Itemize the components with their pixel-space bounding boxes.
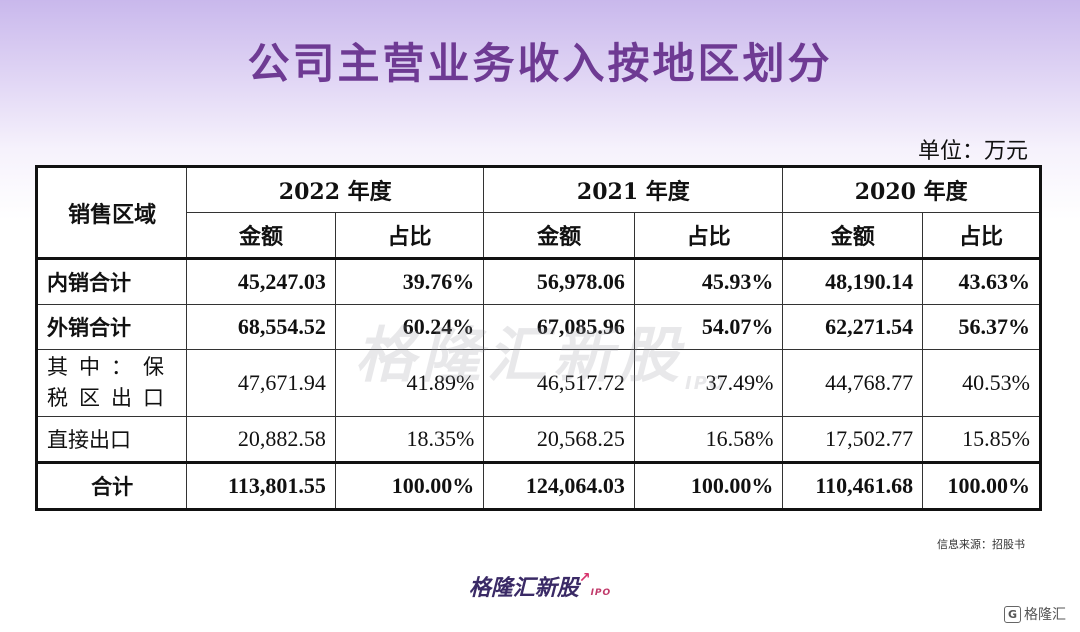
cell-amount-2020: 62,271.54 — [782, 304, 924, 350]
year-header-2021: 2021 年度 — [483, 166, 784, 213]
cell-amount-2021: 20,568.25 — [483, 416, 635, 463]
cell-amount-2022: 20,882.58 — [186, 416, 336, 463]
cell-amount-2022: 113,801.55 — [186, 461, 336, 510]
cell-ratio-2022: 60.24% — [334, 304, 485, 350]
corner-brand: G 格隆汇 — [1004, 604, 1066, 624]
cell-ratio-2021: 100.00% — [633, 461, 784, 510]
cell-amount-2022: 45,247.03 — [186, 257, 336, 305]
ratio-header: 占比 — [922, 212, 1041, 259]
cell-amount-2021: 67,085.96 — [483, 304, 635, 350]
source-note: 信息来源：招股书 — [937, 538, 1025, 551]
table-row-domestic: 内销合计 45,247.03 39.76% 56,978.06 45.93% 4… — [35, 257, 1041, 305]
logo-text: 格隆汇新股 — [468, 576, 579, 601]
cell-amount-2022: 68,554.52 — [186, 304, 336, 350]
page-title: 公司主营业务收入按地区划分 — [247, 39, 833, 88]
row-label: 内销合计 — [35, 257, 188, 305]
regional-revenue-table: 销售区域 2022 年度 2021 年度 2020 年度 金额 占比 金额 占比… — [35, 165, 1042, 511]
cell-ratio-2020: 56.37% — [922, 304, 1041, 350]
table-row-bonded-export: 其中：保税区出口 47,671.94 41.89% 46,517.72 37.4… — [35, 349, 1041, 417]
cell-ratio-2020: 40.53% — [922, 349, 1041, 417]
amount-header: 金额 — [782, 212, 924, 259]
brand-logo: 格隆汇新股↗ IPO — [0, 570, 1080, 602]
spark-icon: ↗ — [578, 570, 591, 586]
corner-brand-name: 格隆汇 — [1024, 607, 1066, 623]
ratio-header: 占比 — [334, 212, 485, 259]
cell-amount-2020: 17,502.77 — [782, 416, 924, 463]
cell-amount-2020: 110,461.68 — [782, 461, 924, 510]
cell-ratio-2021: 45.93% — [633, 257, 784, 305]
brand-g-icon: G — [1004, 605, 1021, 623]
cell-amount-2022: 47,671.94 — [186, 349, 336, 417]
cell-amount-2020: 44,768.77 — [782, 349, 924, 417]
cell-ratio-2021: 16.58% — [633, 416, 784, 463]
cell-ratio-2021: 54.07% — [633, 304, 784, 350]
row-label: 其中：保税区出口 — [35, 349, 188, 417]
header-row-metrics: 金额 占比 金额 占比 金额 占比 — [37, 212, 1041, 259]
table-row-direct-export: 直接出口 20,882.58 18.35% 20,568.25 16.58% 1… — [35, 416, 1041, 463]
table-row-export: 外销合计 68,554.52 60.24% 67,085.96 54.07% 6… — [35, 304, 1041, 350]
amount-header: 金额 — [483, 212, 635, 259]
table-row-total: 合计 113,801.55 100.00% 124,064.03 100.00%… — [35, 461, 1041, 510]
row-label: 合计 — [35, 461, 188, 510]
unit-label: 单位：万元 — [917, 139, 1028, 164]
ratio-header: 占比 — [633, 212, 784, 259]
cell-ratio-2022: 18.35% — [334, 416, 485, 463]
region-header: 销售区域 — [35, 166, 188, 259]
amount-header: 金额 — [186, 212, 336, 259]
cell-amount-2021: 56,978.06 — [483, 257, 635, 305]
header-row-years: 销售区域 2022 年度 2021 年度 2020 年度 — [35, 166, 1041, 259]
cell-ratio-2020: 100.00% — [922, 461, 1041, 510]
cell-ratio-2022: 100.00% — [334, 461, 485, 510]
year-header-2022: 2022 年度 — [186, 166, 485, 213]
cell-ratio-2022: 41.89% — [334, 349, 485, 417]
cell-ratio-2020: 15.85% — [922, 416, 1041, 463]
cell-ratio-2021: 37.49% — [633, 349, 784, 417]
row-label: 直接出口 — [35, 416, 188, 463]
row-label: 外销合计 — [35, 304, 188, 350]
cell-amount-2020: 48,190.14 — [782, 257, 924, 305]
year-header-2020: 2020 年度 — [782, 166, 1041, 213]
cell-ratio-2022: 39.76% — [334, 257, 485, 305]
logo-tag: IPO — [590, 588, 612, 598]
cell-amount-2021: 46,517.72 — [483, 349, 635, 417]
cell-ratio-2020: 43.63% — [922, 257, 1041, 305]
cell-amount-2021: 124,064.03 — [483, 461, 635, 510]
